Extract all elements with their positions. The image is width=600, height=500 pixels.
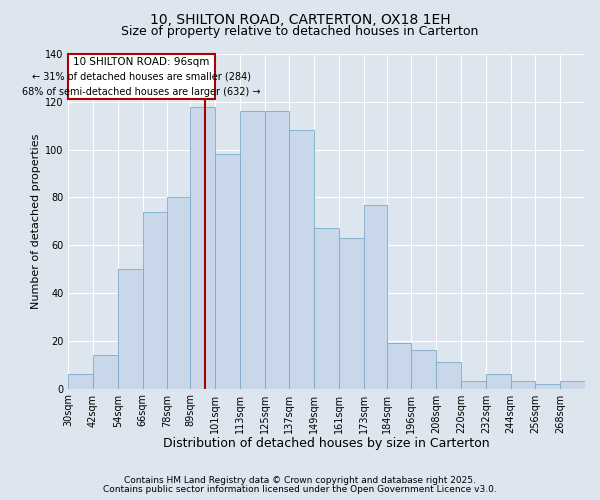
- Bar: [265, 112, 289, 388]
- Bar: [436, 362, 461, 388]
- Text: 68% of semi-detached houses are larger (632) →: 68% of semi-detached houses are larger (…: [22, 87, 261, 97]
- Bar: [240, 112, 265, 388]
- X-axis label: Distribution of detached houses by size in Carterton: Distribution of detached houses by size …: [163, 437, 490, 450]
- Bar: [386, 343, 412, 388]
- Text: 10 SHILTON ROAD: 96sqm: 10 SHILTON ROAD: 96sqm: [73, 56, 210, 66]
- Bar: [68, 54, 215, 100]
- Text: Size of property relative to detached houses in Carterton: Size of property relative to detached ho…: [121, 25, 479, 38]
- Bar: [167, 198, 190, 388]
- Text: ← 31% of detached houses are smaller (284): ← 31% of detached houses are smaller (28…: [32, 72, 251, 82]
- Bar: [511, 382, 535, 388]
- Bar: [289, 130, 314, 388]
- Y-axis label: Number of detached properties: Number of detached properties: [31, 134, 41, 309]
- Bar: [93, 355, 118, 388]
- Bar: [118, 269, 143, 388]
- Text: 10, SHILTON ROAD, CARTERTON, OX18 1EH: 10, SHILTON ROAD, CARTERTON, OX18 1EH: [149, 12, 451, 26]
- Bar: [143, 212, 167, 388]
- Bar: [486, 374, 511, 388]
- Bar: [560, 382, 585, 388]
- Bar: [314, 228, 339, 388]
- Bar: [364, 204, 386, 388]
- Bar: [412, 350, 436, 389]
- Bar: [461, 382, 486, 388]
- Bar: [190, 106, 215, 388]
- Text: Contains HM Land Registry data © Crown copyright and database right 2025.: Contains HM Land Registry data © Crown c…: [124, 476, 476, 485]
- Bar: [68, 374, 93, 388]
- Bar: [339, 238, 364, 388]
- Bar: [215, 154, 240, 388]
- Text: Contains public sector information licensed under the Open Government Licence v3: Contains public sector information licen…: [103, 485, 497, 494]
- Bar: [535, 384, 560, 388]
